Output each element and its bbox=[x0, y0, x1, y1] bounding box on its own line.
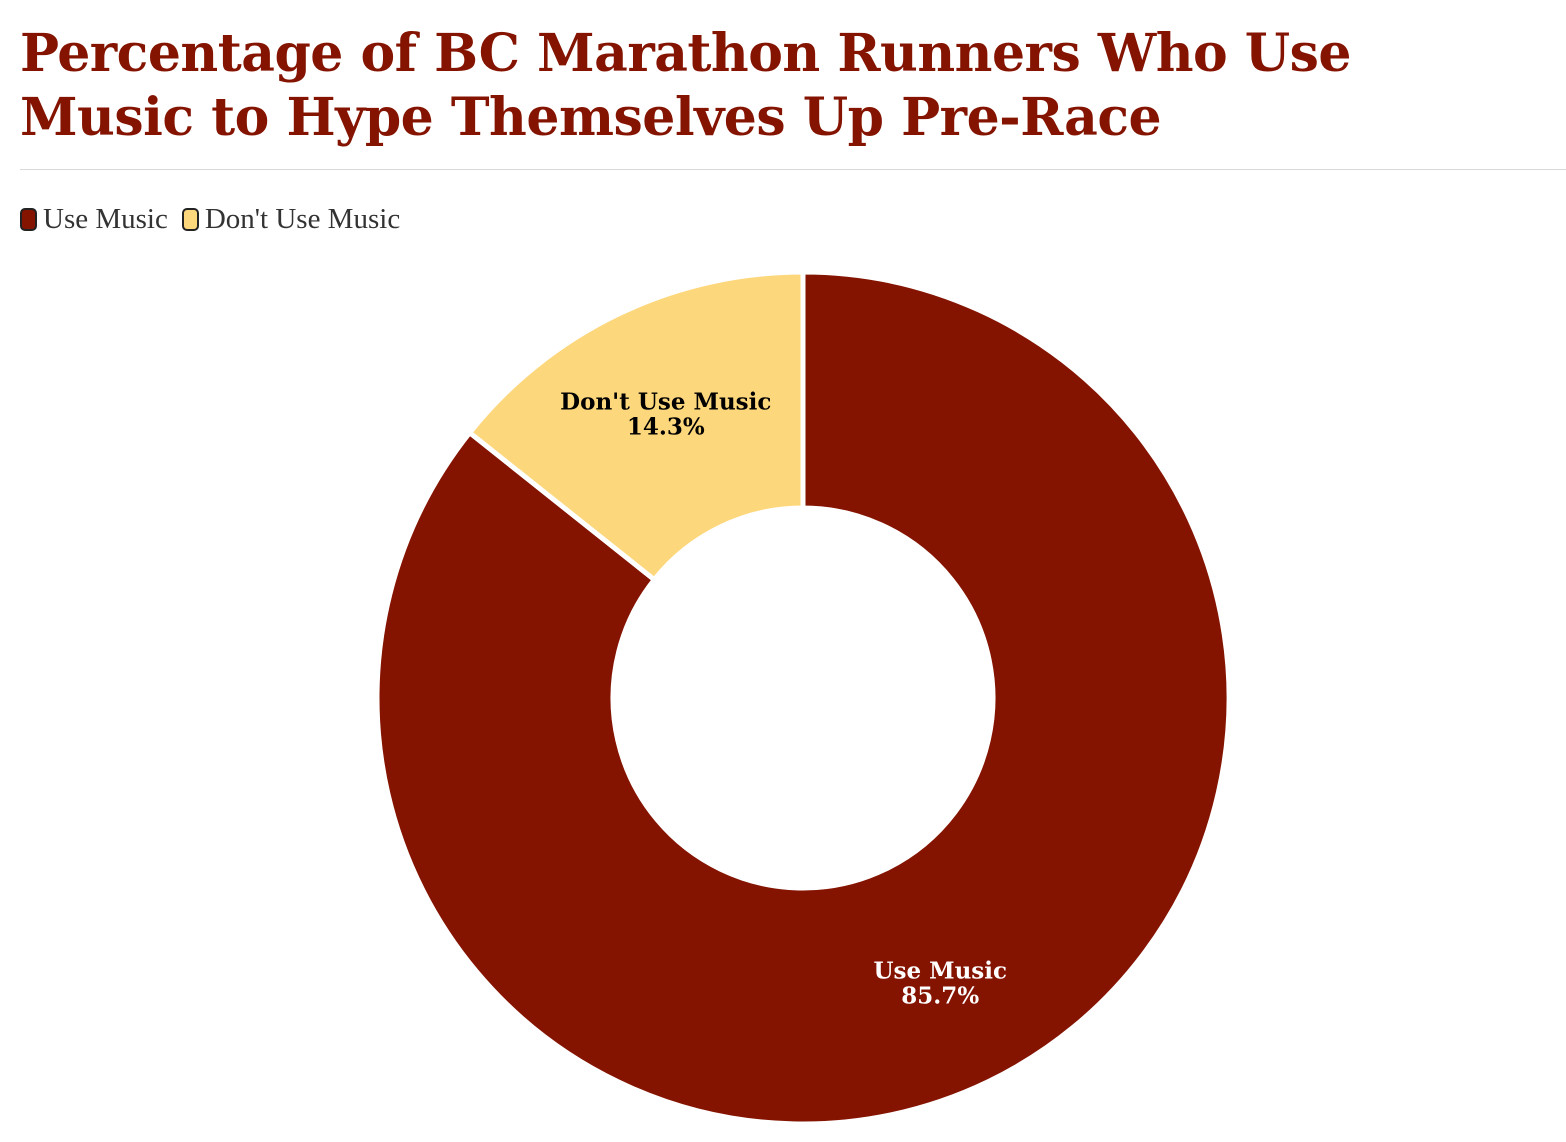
legend-item-dont-use-music[interactable]: Don't Use Music bbox=[181, 203, 401, 236]
legend: Use Music Don't Use Music bbox=[20, 203, 414, 236]
chart-title: Percentage of BC Marathon Runners Who Us… bbox=[20, 23, 1352, 148]
legend-swatch-use-music bbox=[20, 208, 37, 231]
title-divider bbox=[20, 169, 1566, 170]
legend-label-dont-use-music: Don't Use Music bbox=[204, 203, 401, 235]
legend-item-use-music[interactable]: Use Music bbox=[20, 203, 168, 236]
slice-label-use-music: Use Music 85.7% bbox=[873, 958, 1007, 1010]
slice-don-t-use-music[interactable] bbox=[467, 269, 806, 583]
legend-label-use-music: Use Music bbox=[43, 203, 168, 235]
slice-label-don-t-use-music: Don't Use Music 14.3% bbox=[560, 388, 771, 440]
legend-swatch-dont-use-music bbox=[181, 208, 199, 231]
slice-use-music[interactable] bbox=[374, 269, 1232, 1127]
